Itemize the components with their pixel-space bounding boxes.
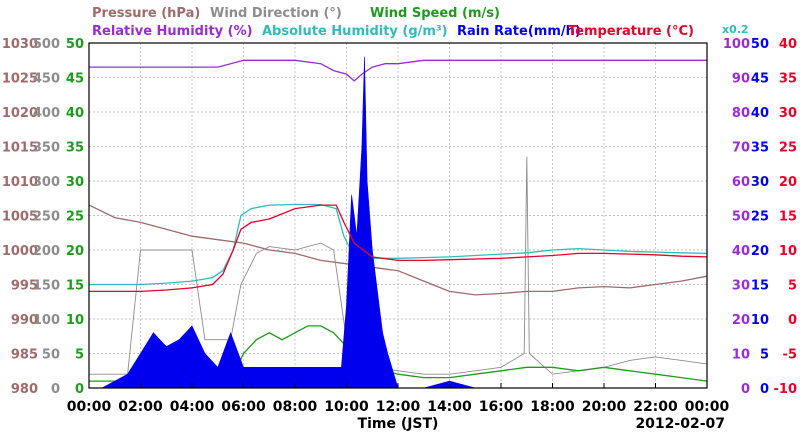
x-tick-label: 20:00: [582, 399, 627, 415]
y-tick-relative-humidity: 90: [732, 72, 750, 87]
x-tick-label: 00:00: [67, 399, 112, 415]
y-tick-rain-rate: 0: [760, 382, 769, 397]
y-tick-pressure: 990: [11, 313, 38, 328]
x-tick-label: 00:00: [685, 399, 730, 415]
y-tick-temperature: 20: [779, 175, 797, 190]
date-label: 2012-02-07: [635, 416, 725, 432]
y-tick-pressure: 1030: [2, 37, 38, 52]
y-tick-rain-rate: 5: [760, 348, 769, 363]
legend-wind-speed: Wind Speed (m/s): [370, 6, 500, 21]
y-tick-wind-direction: 400: [33, 106, 60, 121]
y-tick-wind-speed: 0: [75, 382, 84, 397]
y-tick-wind-direction: 50: [42, 348, 60, 363]
y-tick-wind-speed: 20: [66, 244, 84, 259]
y-tick-pressure: 985: [11, 348, 38, 363]
y-tick-wind-direction: 450: [33, 72, 60, 87]
y-tick-rain-rate: 30: [751, 175, 769, 190]
y-tick-wind-speed: 35: [66, 141, 84, 156]
x-tick-label: 02:00: [118, 399, 163, 415]
x-tick-label: 16:00: [479, 399, 524, 415]
y-tick-wind-direction: 500: [33, 37, 60, 52]
y-tick-temperature: -10: [774, 382, 798, 397]
legend-rain-scale: x0.2: [722, 23, 749, 36]
y-tick-pressure: 1020: [2, 106, 38, 121]
legend-wind-direction: Wind Direction (°): [210, 6, 342, 21]
legend-temperature: Temperature (°C): [568, 24, 694, 39]
series-pressure: [88, 204, 708, 296]
y-tick-wind-speed: 5: [75, 348, 84, 363]
grid-lines: [89, 43, 707, 388]
y-tick-wind-direction: 150: [33, 279, 60, 294]
y-tick-temperature: 40: [779, 37, 797, 52]
axis-ticks: 9809859909951000100510101015102010251030…: [2, 37, 797, 415]
legend-pressure: Pressure (hPa): [92, 6, 200, 21]
series-temperature: [89, 204, 708, 293]
y-tick-pressure: 1010: [2, 175, 38, 190]
x-tick-label: 10:00: [324, 399, 369, 415]
y-tick-wind-speed: 30: [66, 175, 84, 190]
y-tick-rain-rate: 15: [751, 279, 769, 294]
y-tick-wind-speed: 50: [66, 37, 84, 52]
x-tick-label: 04:00: [170, 399, 215, 415]
y-tick-rain-rate: 45: [751, 72, 769, 87]
plot-area: [88, 56, 708, 389]
legend-rain-rate: Rain Rate(mm/h): [457, 24, 581, 39]
y-tick-wind-speed: 10: [66, 313, 84, 328]
y-tick-rain-rate: 20: [751, 244, 769, 259]
y-tick-temperature: 25: [779, 141, 797, 156]
y-tick-wind-speed: 15: [66, 279, 84, 294]
y-tick-pressure: 1000: [2, 244, 38, 259]
x-tick-label: 06:00: [221, 399, 266, 415]
y-tick-relative-humidity: 60: [732, 175, 750, 190]
y-tick-relative-humidity: 70: [732, 141, 750, 156]
x-tick-label: 14:00: [427, 399, 472, 415]
y-tick-rain-rate: 50: [751, 37, 769, 52]
y-tick-pressure: 1025: [2, 72, 38, 87]
series-rain-rate: [89, 56, 707, 389]
y-tick-wind-speed: 40: [66, 106, 84, 121]
series-relative-humidity: [89, 59, 707, 82]
y-tick-wind-direction: 300: [33, 175, 60, 190]
y-tick-temperature: 35: [779, 72, 797, 87]
y-tick-wind-speed: 25: [66, 210, 84, 225]
x-tick-label: 12:00: [376, 399, 421, 415]
y-tick-wind-direction: 0: [51, 382, 60, 397]
y-tick-rain-rate: 40: [751, 106, 769, 121]
y-tick-pressure: 1005: [2, 210, 38, 225]
legend-relative-humidity: Relative Humidity (%): [92, 24, 253, 39]
y-tick-temperature: 30: [779, 106, 797, 121]
y-tick-wind-direction: 250: [33, 210, 60, 225]
y-tick-relative-humidity: 40: [732, 244, 750, 259]
y-tick-wind-direction: 350: [33, 141, 60, 156]
x-tick-label: 18:00: [530, 399, 575, 415]
y-tick-pressure: 1015: [2, 141, 38, 156]
y-tick-pressure: 980: [11, 382, 38, 397]
y-tick-temperature: 15: [779, 210, 797, 225]
x-tick-label: 08:00: [273, 399, 318, 415]
x-tick-label: 22:00: [633, 399, 678, 415]
y-tick-relative-humidity: 80: [732, 106, 750, 121]
y-tick-rain-rate: 35: [751, 141, 769, 156]
y-tick-rain-rate: 10: [751, 313, 769, 328]
y-tick-temperature: -5: [783, 348, 797, 363]
x-axis-label: Time (JST): [358, 416, 439, 432]
y-tick-relative-humidity: 10: [732, 348, 750, 363]
y-tick-wind-direction: 200: [33, 244, 60, 259]
legend-absolute-humidity: Absolute Humidity (g/m³): [262, 24, 448, 39]
y-tick-relative-humidity: 50: [732, 210, 750, 225]
y-tick-relative-humidity: 100: [723, 37, 750, 52]
y-tick-relative-humidity: 0: [741, 382, 750, 397]
y-tick-temperature: 0: [788, 313, 797, 328]
y-tick-wind-speed: 45: [66, 72, 84, 87]
y-tick-temperature: 10: [779, 244, 797, 259]
y-tick-relative-humidity: 30: [732, 279, 750, 294]
y-tick-temperature: 5: [788, 279, 797, 294]
y-tick-wind-direction: 100: [33, 313, 60, 328]
y-tick-rain-rate: 25: [751, 210, 769, 225]
y-tick-relative-humidity: 20: [732, 313, 750, 328]
y-tick-pressure: 995: [11, 279, 38, 294]
